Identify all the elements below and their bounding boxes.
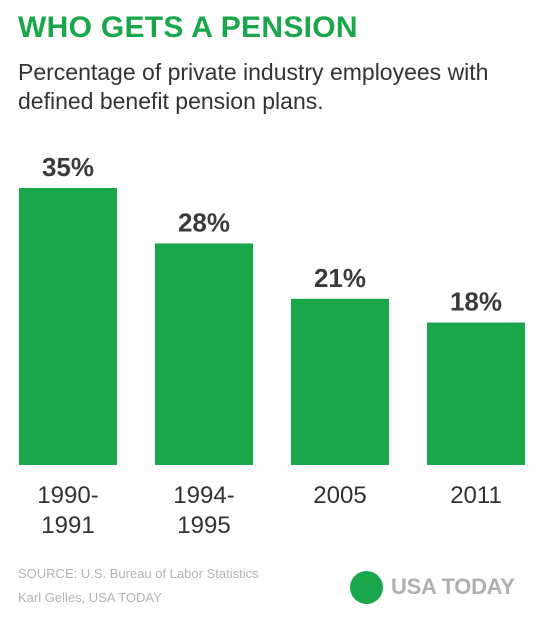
bar <box>19 188 117 465</box>
category-label: 2011 <box>450 482 502 509</box>
chart-subtitle: Percentage of private industry employees… <box>18 59 489 114</box>
brand-dot-icon <box>350 570 383 604</box>
bar-value-label: 21% <box>314 263 366 293</box>
bar <box>291 298 389 465</box>
bar-value-label: 35% <box>42 152 94 182</box>
category-label: 1994- <box>173 482 234 509</box>
bar-value-label: 28% <box>178 207 230 237</box>
category-label: 2005 <box>313 482 366 509</box>
bar-value-label: 18% <box>450 287 502 317</box>
source-note: SOURCE: U.S. Bureau of Labor Statistics <box>18 566 259 581</box>
brand-name: USA TODAY <box>391 574 515 599</box>
bar-chart: 35% 1990- 1991 28% 1994- 1995 21% 2005 18% 2011 <box>19 152 525 539</box>
credit-note: Karl Gelles, USA TODAY <box>18 590 162 605</box>
category-label: 1990- <box>37 482 98 509</box>
category-label: 1991 <box>41 512 94 539</box>
chart-title: WHO GETS A PENSION <box>18 11 358 44</box>
bar <box>427 322 525 465</box>
bar <box>155 243 253 465</box>
usa-today-logo: USA TODAY <box>350 570 515 604</box>
category-label: 1995 <box>177 512 230 539</box>
